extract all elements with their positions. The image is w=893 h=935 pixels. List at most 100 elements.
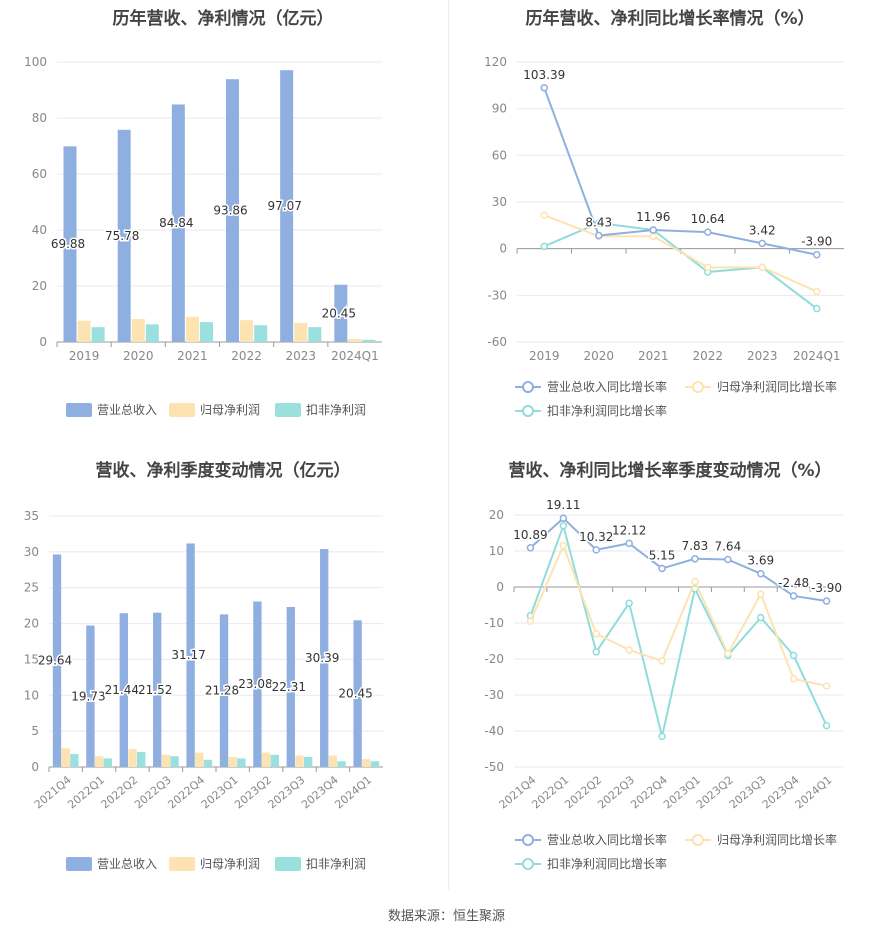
x-tick-label: 2022Q1 [65, 773, 107, 811]
y-tick-label: 0 [496, 580, 504, 594]
y-tick-label: 60 [492, 148, 507, 162]
data-source: 数据来源：恒生聚源 [387, 909, 505, 924]
data-label: 10.89 [513, 528, 547, 542]
bar [70, 754, 79, 767]
data-label: 3.69 [747, 554, 774, 568]
data-label: 12.12 [612, 523, 646, 537]
data-point [757, 613, 765, 622]
chart-panel-quarterly-revenue: 营收、净利季度变动情况（亿元） 0 5 10 15 20 25 30 35 2021Q4 2022… [0, 452, 446, 912]
data-label: 21.44 [105, 683, 139, 697]
y-tick-label: 20 [24, 617, 39, 631]
y-tick-label: -20 [484, 652, 504, 666]
data-label: 22.31 [272, 680, 306, 694]
legend-swatch-marker [522, 858, 534, 870]
bar [253, 601, 262, 767]
data-label: 21.28 [205, 684, 239, 698]
y-tick-label: 20 [32, 279, 47, 293]
quarterly-revenue-chart: 051015202530352021Q42022Q12022Q22022Q320… [24, 509, 383, 871]
legend-swatch [275, 403, 301, 417]
y-tick-label: 25 [24, 581, 39, 595]
bar [117, 129, 131, 342]
series-line [543, 214, 818, 293]
y-tick-label: -30 [484, 688, 504, 702]
series-line [529, 542, 827, 687]
bar [94, 756, 104, 767]
bar [137, 751, 146, 767]
bar [228, 756, 237, 767]
bar [337, 761, 346, 767]
legend-label: 营业总收入同比增长率 [547, 832, 667, 847]
data-label: 19.73 [71, 689, 105, 703]
y-tick-label: 120 [484, 55, 507, 69]
legend-swatch [169, 857, 195, 871]
bar [328, 755, 338, 767]
data-label: 11.96 [636, 210, 670, 224]
x-tick-label: 2024Q1 [332, 773, 374, 811]
legend-label: 扣非净利润同比增长率 [547, 403, 667, 418]
data-point [595, 231, 603, 240]
y-tick-label: 40 [32, 223, 47, 237]
bar [320, 549, 329, 767]
bar [52, 554, 62, 767]
y-tick-label: -40 [484, 724, 504, 738]
legend-swatch-marker [522, 834, 534, 846]
data-label: 5.15 [649, 548, 676, 562]
bar [334, 284, 348, 342]
x-tick-label: 2023Q2 [232, 773, 274, 811]
legend-label: 扣非净利润 [306, 403, 366, 417]
data-point [625, 599, 633, 607]
bar [295, 755, 304, 767]
data-point [559, 514, 568, 522]
legend-swatch [275, 857, 301, 871]
bar [63, 146, 77, 342]
data-label: 10.64 [691, 212, 725, 226]
panel-divider [448, 0, 449, 890]
bar [294, 322, 308, 342]
y-tick-label: 15 [24, 652, 39, 666]
data-point [649, 226, 657, 234]
data-label: 3.42 [749, 223, 776, 237]
bar [119, 613, 128, 767]
data-label: 97.07 [267, 199, 301, 213]
bar [348, 338, 362, 342]
bar [131, 319, 145, 342]
data-point [789, 651, 798, 660]
x-tick-label: 2023 [285, 349, 316, 363]
data-point [789, 592, 798, 600]
x-tick-label: 2024Q1 [331, 349, 379, 363]
bar [304, 756, 313, 767]
bar [86, 625, 95, 767]
data-point [592, 546, 600, 554]
y-tick-label: 5 [31, 724, 39, 738]
bar [153, 612, 162, 767]
data-point [691, 577, 699, 586]
data-label: 8.43 [585, 216, 612, 230]
bar [161, 754, 171, 767]
data-point [625, 539, 633, 548]
y-tick-label: 10 [489, 544, 504, 558]
x-tick-label: 2022 [692, 349, 723, 363]
y-tick-label: 60 [32, 167, 47, 181]
data-label: 20.45 [322, 306, 356, 320]
y-tick-label: 30 [24, 545, 39, 559]
chart-panel-annual-revenue: 历年营收、净利情况（亿元） 0 20 40 60 80 100 2019 2020 2021 20… [0, 0, 446, 460]
legend-swatch-marker [522, 381, 534, 393]
legend-swatch [169, 403, 195, 417]
chart-panel-quarterly-growth: 营收、净利同比增长率季度变动情况（%） -50 -40 -30 -20 -10 0 10 20… [447, 452, 893, 912]
bar [286, 607, 295, 767]
bar [186, 543, 195, 767]
bar [308, 327, 322, 342]
bar [203, 759, 213, 767]
legend-label: 扣非净利润 [306, 857, 366, 871]
legend-label: 营业总收入 [97, 403, 157, 417]
data-point [559, 541, 568, 550]
x-tick-label: 2021Q4 [32, 773, 74, 811]
data-point [822, 721, 831, 730]
y-tick-label: 90 [492, 102, 507, 116]
data-point [526, 617, 535, 625]
data-point [592, 648, 600, 656]
series-line [529, 522, 828, 737]
data-label: -2.48 [778, 576, 809, 590]
legend-label: 归母净利润 [200, 403, 260, 417]
x-tick-label: 2021 [177, 349, 208, 363]
